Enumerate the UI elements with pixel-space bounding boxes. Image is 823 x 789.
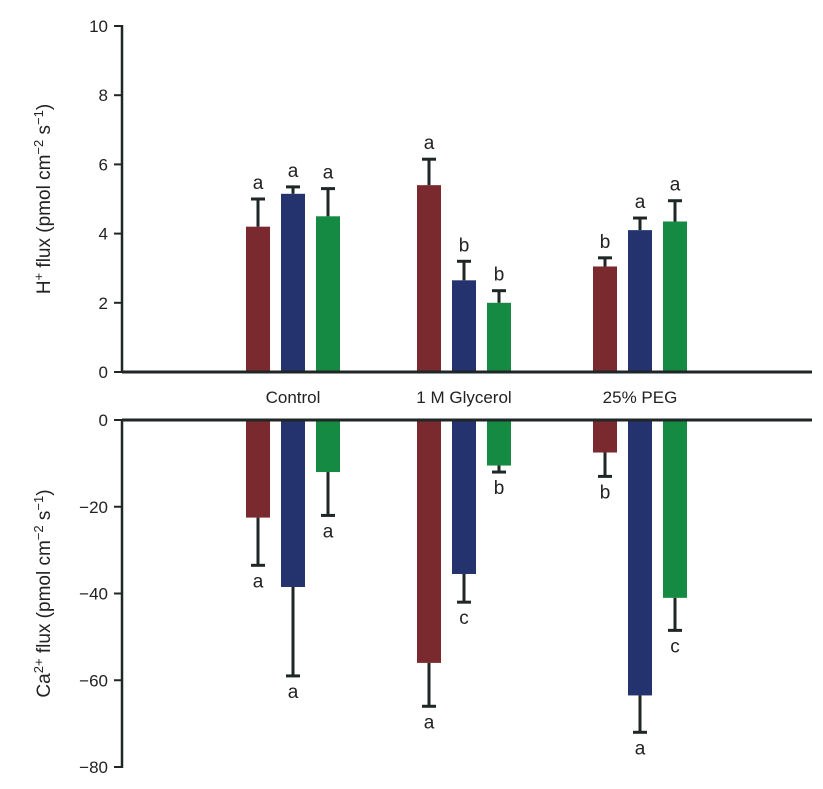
- y-tick-label: −80: [79, 758, 108, 777]
- y-axis-label-part: Ca: [34, 673, 55, 698]
- y-axis-label-h: H+ flux (pmol cm−2 s−1): [31, 104, 56, 294]
- significance-letter: a: [288, 161, 299, 182]
- bar: [417, 185, 441, 372]
- y-tick-label: 10: [89, 17, 108, 36]
- bar: [663, 221, 687, 372]
- bar: [593, 266, 617, 372]
- y-tick-label: 8: [99, 86, 108, 105]
- y-axis-label-part: −1: [31, 496, 46, 511]
- bar: [281, 193, 305, 372]
- significance-letter: b: [600, 232, 611, 253]
- y-tick-label: −40: [79, 585, 108, 604]
- y-axis-label-part: s: [34, 511, 55, 526]
- significance-letter: b: [494, 265, 505, 286]
- significance-letter: a: [635, 192, 646, 213]
- y-axis-label-part: s: [34, 125, 55, 140]
- y-tick-label: −60: [79, 671, 108, 690]
- bar: [316, 216, 340, 372]
- category-label: 1 M Glycerol: [416, 388, 511, 407]
- y-axis-label-part: 2+: [31, 658, 46, 673]
- y-tick-label: 0: [99, 411, 108, 430]
- bar: [246, 420, 270, 518]
- significance-letter: c: [670, 636, 680, 657]
- bar: [487, 302, 511, 372]
- bar: [246, 226, 270, 372]
- significance-letter: c: [459, 608, 469, 629]
- bar: [628, 230, 652, 372]
- category-label: Control: [266, 388, 321, 407]
- bar: [452, 420, 476, 574]
- y-axis-label-part: ): [34, 489, 55, 495]
- y-axis-label-ca: Ca2+ flux (pmol cm−2 s−1): [31, 489, 56, 697]
- bar: [628, 420, 652, 696]
- significance-letter: a: [323, 521, 334, 542]
- y-axis-label-part: flux (pmol cm: [34, 540, 55, 658]
- y-axis-label-part: −2: [31, 140, 46, 155]
- bar: [281, 420, 305, 587]
- significance-letter: a: [323, 163, 334, 184]
- bottom-panel: a a b a c a a b c 0 −20 −40 −60 −80 Ca2+ flux (pmol cm…: [31, 411, 812, 777]
- y-axis-label-part: ): [34, 104, 55, 110]
- bar: [316, 420, 340, 473]
- significance-letter: b: [600, 482, 611, 503]
- significance-letter: b: [459, 235, 470, 256]
- y-tick-label: 0: [99, 363, 108, 382]
- bar: [487, 420, 511, 466]
- significance-letter: a: [635, 738, 646, 759]
- y-tick-label: 2: [99, 294, 108, 313]
- y-axis-label-part: −2: [31, 525, 46, 540]
- significance-letter: b: [494, 478, 505, 499]
- significance-letter: a: [253, 571, 264, 592]
- bar: [663, 420, 687, 598]
- bar: [417, 420, 441, 663]
- y-axis-label-part: +: [31, 273, 46, 281]
- y-tick-label: 6: [99, 155, 108, 174]
- significance-letter: a: [424, 133, 435, 154]
- bar: [452, 280, 476, 372]
- bar: [593, 420, 617, 453]
- y-axis-label-part: −1: [31, 110, 46, 125]
- significance-letter: a: [670, 175, 681, 196]
- significance-letter: a: [288, 682, 299, 703]
- significance-letter: a: [424, 712, 435, 733]
- y-tick-label: 4: [99, 225, 108, 244]
- y-axis-label-part: H: [34, 280, 55, 294]
- y-tick-label: −20: [79, 498, 108, 517]
- significance-letter: a: [253, 173, 264, 194]
- top-panel: a a b a b a a b a 0 2 4 6 8 10 H+ flux (pmol cm−2 s−1): [31, 17, 812, 382]
- category-label: 25% PEG: [603, 388, 678, 407]
- y-axis-label-part: flux (pmol cm: [34, 155, 55, 273]
